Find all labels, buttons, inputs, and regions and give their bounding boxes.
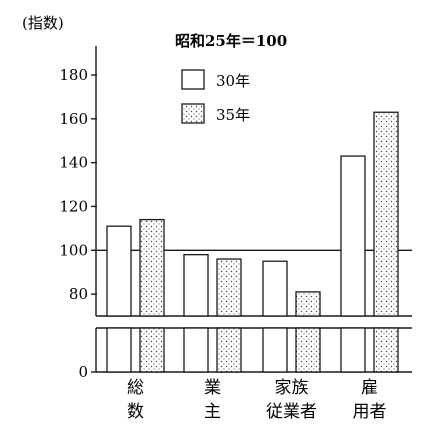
legend-label-1: 30年 <box>216 72 250 90</box>
y-tick-label-80: 80 <box>69 285 88 303</box>
bar-stub-2-30年 <box>183 327 209 373</box>
y-tick-label-0: 0 <box>78 363 88 381</box>
category-label-3-line-2: 従業者 <box>266 402 317 422</box>
y-tick-label-180: 180 <box>59 66 88 84</box>
bar-2-30年 <box>183 254 209 317</box>
bar-1-30年 <box>106 225 132 317</box>
bar-stub-3-35年 <box>295 327 321 373</box>
bar-3-35年 <box>295 291 321 317</box>
y-unit-label: (指数) <box>22 14 64 32</box>
bar-stub-2-35年 <box>216 327 242 373</box>
category-label-2-line-2: 主 <box>204 402 221 422</box>
category-label-4-line-2: 用者 <box>353 402 387 422</box>
bar-4-30年 <box>340 155 366 317</box>
legend-swatch-2 <box>181 103 205 124</box>
category-label-1-line-2: 数 <box>127 402 144 422</box>
bar-stub-4-35年 <box>373 327 399 373</box>
y-tick-label-160: 160 <box>59 110 88 128</box>
category-label-4-line-1: 雇 <box>361 378 378 398</box>
y-tick-label-120: 120 <box>59 197 88 215</box>
bar-4-35年 <box>373 111 399 317</box>
bar-stub-1-35年 <box>139 327 165 373</box>
y-tick-label-100: 100 <box>59 241 88 259</box>
category-label-1-line-1: 総 <box>127 378 144 398</box>
bar-3-30年 <box>262 260 288 317</box>
bar-2-35年 <box>216 258 242 317</box>
bar-1-35年 <box>139 218 165 317</box>
bar-stub-4-30年 <box>340 327 366 373</box>
base-note: 昭和25年＝100 <box>175 32 287 50</box>
bar-stub-3-30年 <box>262 327 288 373</box>
category-label-3-line-1: 家族 <box>275 378 309 398</box>
category-label-2-line-1: 業 <box>204 378 221 398</box>
y-tick-label-140: 140 <box>59 154 88 172</box>
legend-swatch-1 <box>181 69 205 90</box>
legend-label-2: 35年 <box>216 106 250 124</box>
bar-stub-1-30年 <box>106 327 132 373</box>
